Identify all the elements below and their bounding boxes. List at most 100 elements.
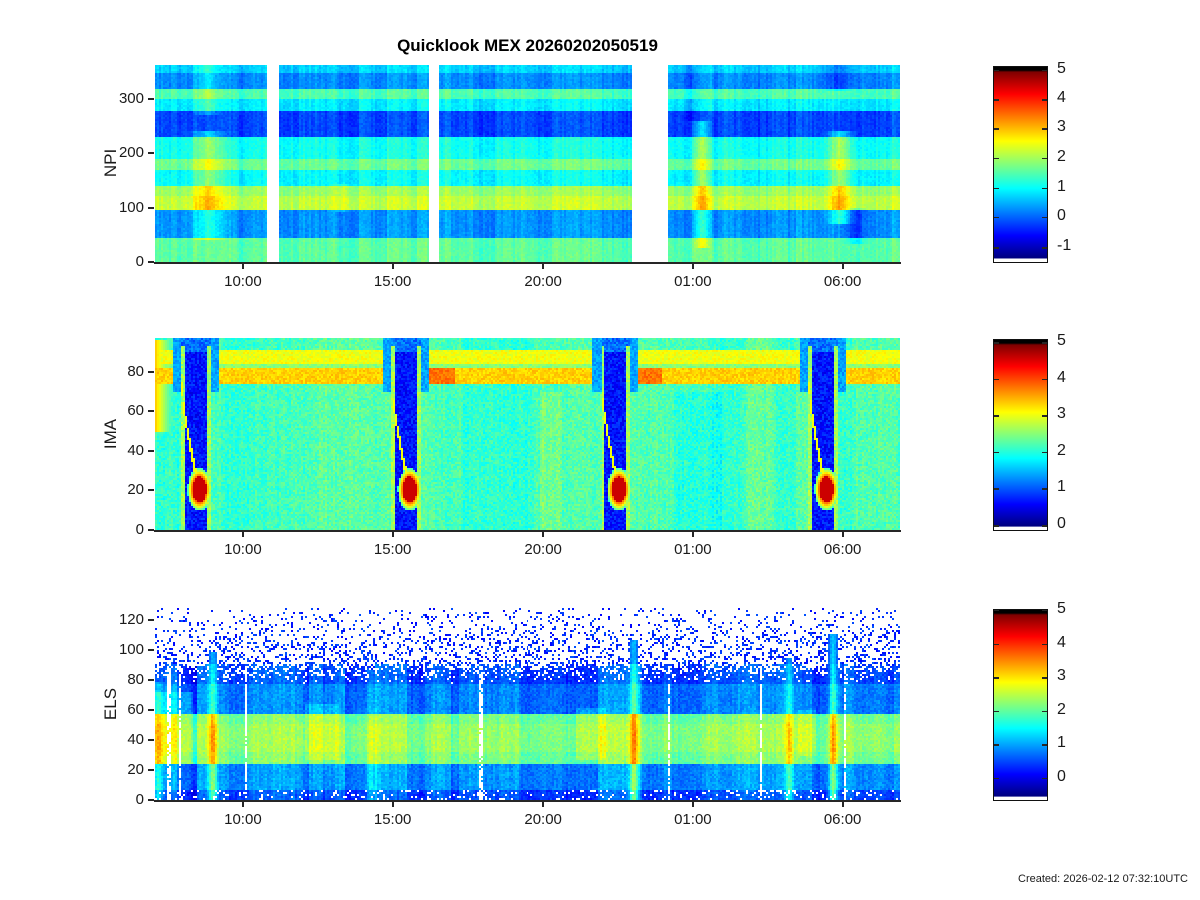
x-tick-label: 01:00 xyxy=(674,811,712,828)
colorbar-tick-mark xyxy=(1042,99,1047,101)
x-tick-mark xyxy=(391,802,394,807)
y-tick-mark xyxy=(148,261,154,263)
x-tick-label: 15:00 xyxy=(373,541,412,558)
colorbar-tick-label: 4 xyxy=(1057,633,1066,651)
x-tick-label: 10:00 xyxy=(224,273,262,290)
colorbar-tick-mark xyxy=(994,488,999,490)
x-tick-mark xyxy=(691,802,694,807)
x-tick-mark xyxy=(241,264,244,269)
colorbar-tick-mark xyxy=(994,710,999,713)
colorbar-tick-mark xyxy=(994,451,999,454)
colorbar-tick-label: 3 xyxy=(1057,405,1066,423)
colorbar-tick-label: 1 xyxy=(1057,734,1066,752)
x-tick-mark xyxy=(841,802,844,807)
x-tick-mark xyxy=(542,802,545,807)
colorbar-tick-mark xyxy=(994,677,999,679)
x-tick-mark xyxy=(391,264,394,269)
colorbar-tick-mark xyxy=(994,342,999,344)
colorbar-tick-mark xyxy=(1042,744,1047,746)
colorbar-tick-label: 2 xyxy=(1057,700,1066,718)
colorbar-tick-mark xyxy=(994,157,999,160)
ima-x-axis-line xyxy=(154,530,901,532)
colorbar-tick-mark xyxy=(1042,247,1047,249)
x-tick-label: 20:00 xyxy=(524,273,562,290)
colorbar-tick-mark xyxy=(1042,342,1047,344)
colorbar-tick-mark xyxy=(994,744,999,746)
colorbar-tick-mark xyxy=(1042,525,1047,527)
x-tick-mark xyxy=(241,802,244,807)
npi-x-axis-line xyxy=(154,262,901,264)
colorbar-tick-label: 2 xyxy=(1057,441,1066,459)
y-tick-label: 120 xyxy=(118,611,144,628)
colorbar-tick-label: 3 xyxy=(1057,667,1066,685)
colorbar-tick-mark xyxy=(1042,216,1047,219)
ima-colorbar xyxy=(993,339,1048,531)
x-tick-label: 15:00 xyxy=(373,273,412,290)
colorbar-tick-mark xyxy=(1042,488,1047,490)
y-tick-label: 0 xyxy=(135,791,144,808)
colorbar-tick-mark xyxy=(994,187,999,190)
colorbar-tick-mark xyxy=(1042,378,1047,381)
colorbar-tick-mark xyxy=(994,525,999,527)
x-tick-mark xyxy=(691,264,694,269)
y-tick-mark xyxy=(148,152,154,155)
y-tick-mark xyxy=(148,769,154,771)
y-tick-label: 60 xyxy=(127,402,144,420)
y-tick-label: 60 xyxy=(127,701,144,718)
y-tick-label: 80 xyxy=(127,362,144,380)
y-tick-mark xyxy=(148,370,154,373)
colorbar-tick-mark xyxy=(994,247,999,249)
colorbar-tick-label: 2 xyxy=(1057,147,1066,165)
colorbar-tick-label: 4 xyxy=(1057,89,1066,107)
x-tick-mark xyxy=(841,264,844,269)
y-tick-mark xyxy=(148,619,154,621)
x-tick-label: 10:00 xyxy=(224,541,262,558)
colorbar-tick-mark xyxy=(1042,451,1047,454)
created-timestamp: Created: 2026-02-12 07:32:10UTC xyxy=(1018,873,1188,885)
y-tick-label: 40 xyxy=(127,731,144,748)
x-tick-label: 15:00 xyxy=(373,811,412,828)
x-tick-label: 01:00 xyxy=(674,541,712,558)
colorbar-tick-mark xyxy=(1042,609,1047,612)
colorbar-tick-mark xyxy=(1042,128,1047,130)
colorbar-tick-mark xyxy=(994,378,999,381)
colorbar-tick-mark xyxy=(1042,710,1047,713)
x-tick-label: 06:00 xyxy=(823,273,862,290)
colorbar-tick-mark xyxy=(1042,187,1047,190)
colorbar-tick-mark xyxy=(994,415,999,417)
colorbar-tick-label: 1 xyxy=(1057,478,1066,496)
colorbar-tick-label: 5 xyxy=(1057,332,1066,350)
x-tick-mark xyxy=(542,532,545,537)
y-tick-mark xyxy=(148,739,154,741)
y-tick-label: 300 xyxy=(118,90,144,108)
y-tick-label: 0 xyxy=(135,521,144,538)
y-tick-label: 40 xyxy=(127,441,144,459)
ima-spectrogram xyxy=(155,338,900,530)
colorbar-tick-mark xyxy=(1042,69,1047,72)
colorbar-tick-label: 5 xyxy=(1057,599,1066,617)
colorbar-tick-label: 0 xyxy=(1057,206,1066,224)
colorbar-tick-mark xyxy=(994,99,999,101)
npi-colorbar xyxy=(993,66,1048,263)
x-tick-label: 06:00 xyxy=(823,811,862,828)
colorbar-tick-mark xyxy=(994,609,999,612)
y-tick-label: 0 xyxy=(135,253,144,270)
x-tick-mark xyxy=(391,532,394,537)
y-tick-mark xyxy=(148,98,154,101)
colorbar-tick-label: 4 xyxy=(1057,368,1066,386)
x-tick-mark xyxy=(691,532,694,537)
colorbar-tick-mark xyxy=(994,216,999,219)
els-spectrogram xyxy=(155,608,900,800)
y-tick-label: 200 xyxy=(118,144,144,162)
colorbar-tick-label: 3 xyxy=(1057,118,1066,136)
y-tick-mark xyxy=(148,709,154,711)
y-tick-mark xyxy=(148,206,154,209)
colorbar-tick-label: 5 xyxy=(1057,59,1066,77)
colorbar-tick-label: -1 xyxy=(1057,237,1072,255)
y-tick-label: 100 xyxy=(118,198,144,216)
colorbar-tick-mark xyxy=(994,643,999,646)
y-tick-mark xyxy=(148,449,154,452)
y-tick-label: 20 xyxy=(127,761,144,778)
x-tick-mark xyxy=(241,532,244,537)
